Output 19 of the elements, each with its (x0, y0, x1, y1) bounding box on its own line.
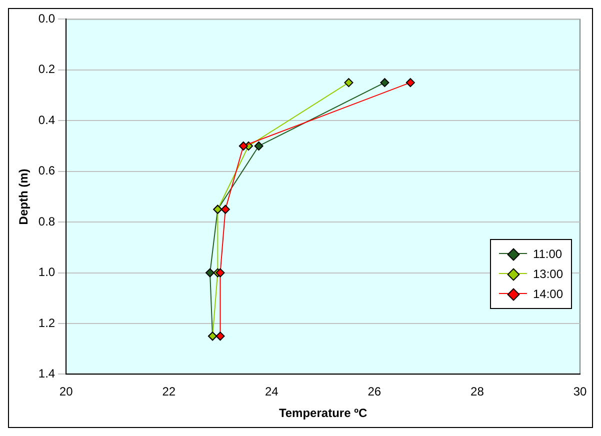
x-tick-label: 20 (59, 384, 74, 399)
text: 1.0 (38, 265, 56, 280)
y-tick-label: 1.2 (38, 316, 56, 330)
y-tick-label: 0.6 (38, 164, 56, 178)
y-axis-title: Depth (m) (16, 168, 31, 225)
text: 0.0 (38, 12, 56, 26)
legend-label: 13:00 (532, 267, 563, 282)
y-tick-label: 0.2 (38, 62, 56, 76)
legend-label: 11:00 (532, 247, 562, 262)
x-tick-label: 30 (573, 384, 587, 399)
x-tick-label: 26 (368, 384, 382, 399)
x-tick-label: 24 (264, 384, 279, 399)
legend-label: 14:00 (532, 287, 563, 302)
y-tick-label: 0.4 (38, 112, 56, 127)
x-axis-title: Temperature ºC (278, 406, 368, 420)
y-tick-label: 1.4 (38, 366, 56, 381)
x-tick-label: 28 (470, 384, 484, 399)
x-tick-label: 22 (162, 384, 176, 399)
y-tick-label: 0.8 (38, 214, 56, 228)
